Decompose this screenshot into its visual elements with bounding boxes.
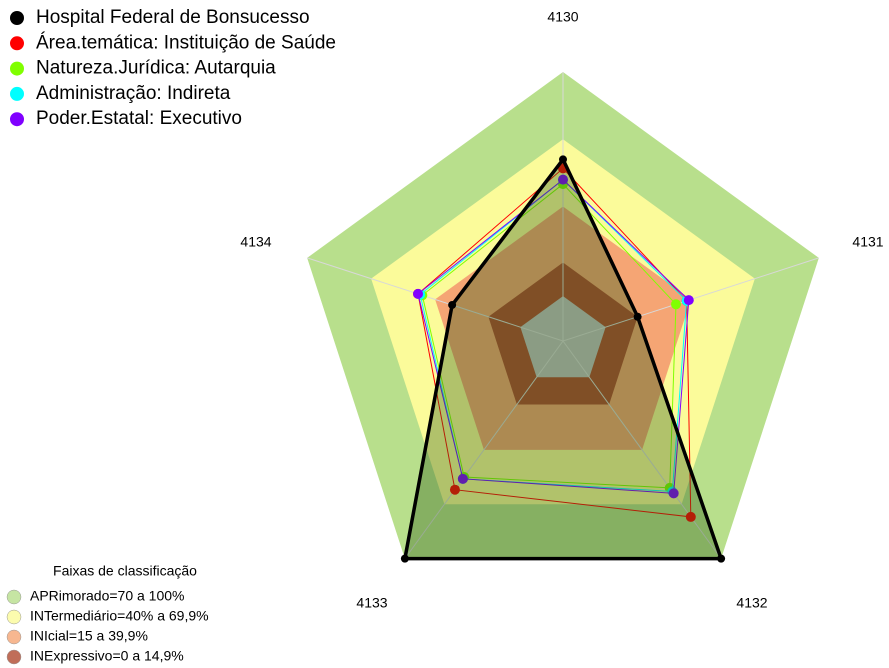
series-point <box>670 299 681 310</box>
band-legend-marker <box>6 649 22 665</box>
legend-marker <box>10 11 24 25</box>
band-legend-marker <box>6 629 22 645</box>
series-line <box>421 183 677 489</box>
series-point <box>668 488 679 499</box>
legend-label: Hospital Federal de Bonsucesso <box>36 7 310 28</box>
band-legend-marker <box>6 609 22 625</box>
axis-label: 4134 <box>240 234 271 250</box>
spoke <box>562 340 722 559</box>
band-legend-label: INTermediário=40% a 69,9% <box>30 608 209 624</box>
series-line <box>402 156 724 561</box>
series-line <box>417 178 690 494</box>
spoke <box>307 257 564 342</box>
axis-label: 4133 <box>356 595 387 611</box>
bands-title: Faixas de classificação <box>53 563 197 579</box>
band-legend-label: APRimorado=70 a 100% <box>30 588 185 604</box>
legend-label: Natureza.Jurídica: Autarquia <box>36 58 276 79</box>
legend-marker <box>10 112 24 127</box>
series-point <box>685 511 696 522</box>
legend-label: Área.temática: Instituição de Saúde <box>36 32 336 53</box>
series-point <box>448 300 457 309</box>
legend-marker <box>10 86 24 101</box>
series-point <box>558 174 568 185</box>
series-point <box>457 473 468 484</box>
series-point <box>633 312 642 321</box>
series-line <box>419 178 688 493</box>
axis-label: 4130 <box>547 9 578 25</box>
series-point <box>717 554 726 563</box>
band-legend-label: INExpressivo=0 a 14,9% <box>30 648 184 664</box>
legend-label: Poder.Estatal: Executivo <box>36 108 242 129</box>
axis-label: 4132 <box>736 595 767 611</box>
series-point <box>683 295 694 306</box>
axis-label: 4131 <box>852 234 883 250</box>
legend-label: Administração: Indireta <box>36 83 231 104</box>
series-point <box>559 155 567 164</box>
legend-marker <box>10 61 24 76</box>
series-point <box>413 288 424 299</box>
band-legend-marker <box>6 589 22 605</box>
spoke <box>404 340 564 559</box>
band-legend-label: INIcial=15 a 39,9% <box>30 628 148 644</box>
series-point <box>449 484 460 495</box>
legend-marker <box>10 36 24 51</box>
series-point <box>400 554 409 563</box>
